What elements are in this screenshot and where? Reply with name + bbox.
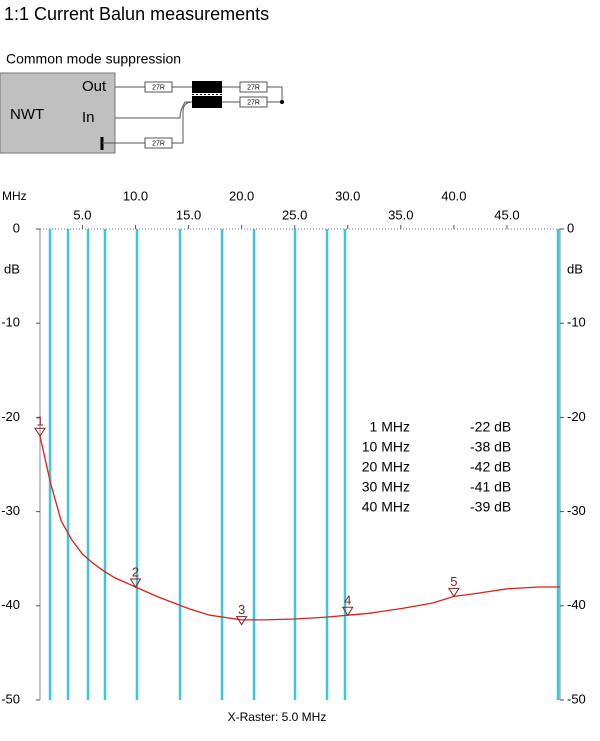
out-label: Out xyxy=(82,78,107,95)
marker xyxy=(34,427,46,438)
marker xyxy=(235,616,248,626)
y-tick-label: -10 xyxy=(1,315,20,330)
device-label: NWT xyxy=(10,106,44,123)
marker-label: 1 xyxy=(36,414,43,429)
x-raster: X-Raster: 5.0 MHz xyxy=(228,710,327,724)
resistor-label: 27R xyxy=(152,84,165,91)
y-tick-label: -20 xyxy=(1,409,20,424)
y-tick-label: -30 xyxy=(567,503,586,518)
marker-level: -39 dB xyxy=(470,499,511,515)
marker-level: -22 dB xyxy=(470,419,511,435)
x-tick-label: 25.0 xyxy=(282,207,307,222)
marker-label: 3 xyxy=(238,602,245,617)
resistor-label: 27R xyxy=(247,99,260,106)
marker-freq: 30 MHz xyxy=(362,479,410,495)
x-tick-label: 35.0 xyxy=(388,207,413,222)
x-tick-label: 20.0 xyxy=(229,188,254,203)
resistor-label: 27R xyxy=(247,84,260,91)
marker xyxy=(341,606,354,617)
y-tick-label: -50 xyxy=(567,691,586,706)
marker-freq: 20 MHz xyxy=(362,459,410,475)
resistor-label: 27R xyxy=(152,140,165,147)
y-tick-label: -30 xyxy=(1,503,20,518)
y-tick-label: -50 xyxy=(1,691,20,706)
x-tick-label: 45.0 xyxy=(494,207,519,222)
title: 1:1 Current Balun measurements xyxy=(4,4,269,24)
marker-level: -42 dB xyxy=(470,459,511,475)
x-tick-label: 5.0 xyxy=(73,207,91,222)
x-tick-label: 15.0 xyxy=(176,207,201,222)
y-tick-label: -20 xyxy=(567,409,586,424)
y-unit: dB xyxy=(567,261,583,276)
marker-label: 4 xyxy=(344,593,351,608)
x-tick-label: 10.0 xyxy=(123,188,148,203)
y-tick-label: -40 xyxy=(1,597,20,612)
y-tick-label: 0 xyxy=(567,220,574,235)
marker-freq: 1 MHz xyxy=(370,419,410,435)
y-tick-label: -40 xyxy=(567,597,586,612)
marker-level: -38 dB xyxy=(470,439,511,455)
in-label: In xyxy=(82,109,95,126)
marker-freq: 10 MHz xyxy=(362,439,410,455)
x-unit: MHz xyxy=(2,189,27,203)
marker xyxy=(129,578,142,588)
marker xyxy=(447,587,460,598)
schematic: NWT Out In 27R 27R 27R 27R xyxy=(0,72,284,154)
subtitle: Common mode suppression xyxy=(6,51,181,67)
marker-freq: 40 MHz xyxy=(362,499,410,515)
y-tick-label: 0 xyxy=(13,220,20,235)
y-tick-label: -10 xyxy=(567,315,586,330)
x-tick-label: 30.0 xyxy=(335,188,360,203)
marker-label: 2 xyxy=(132,564,139,579)
spur-lines xyxy=(48,229,560,700)
marker-label: 5 xyxy=(450,574,457,589)
x-tick-label: 40.0 xyxy=(441,188,466,203)
y-unit: dB xyxy=(4,261,20,276)
marker-level: -41 dB xyxy=(470,479,511,495)
